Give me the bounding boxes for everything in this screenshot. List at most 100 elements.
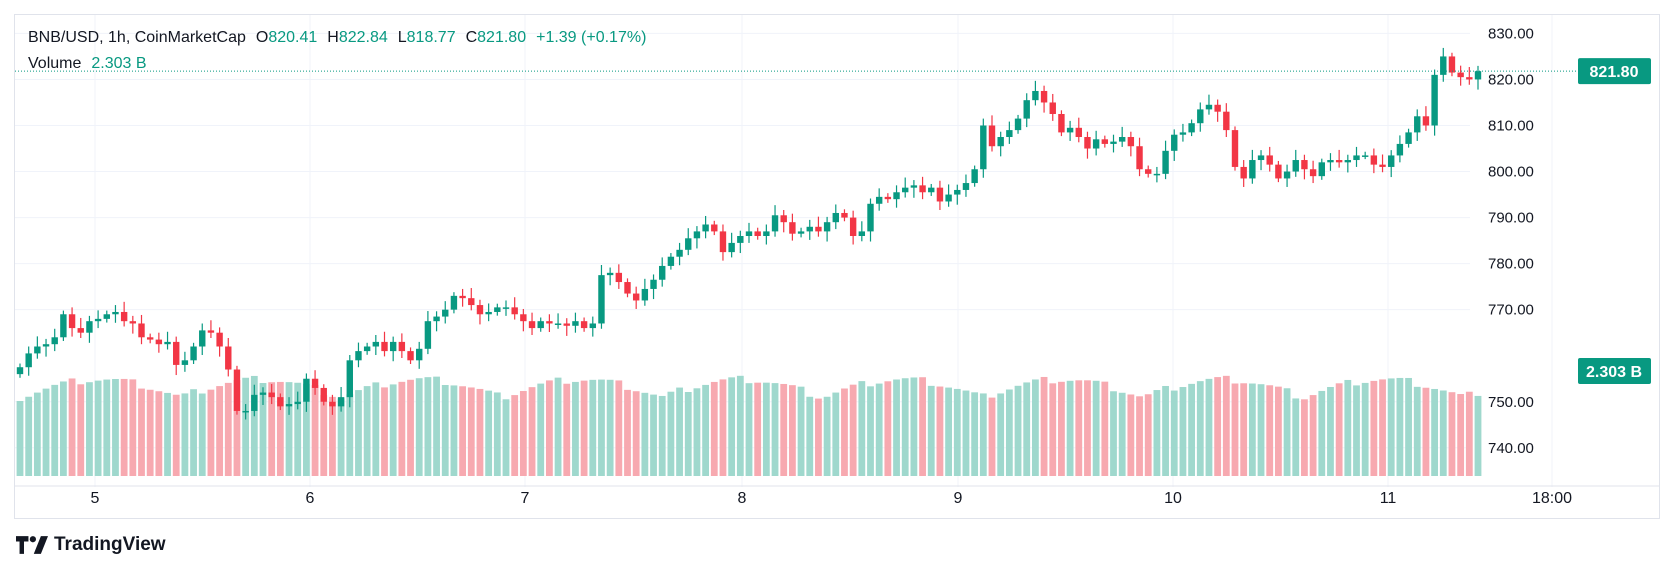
candle-body [1448,56,1456,73]
chart-legend: BNB/USD, 1h, CoinMarketCap O 820.41 H 82… [28,28,646,74]
candle-body [216,332,223,347]
volume-bar [1170,390,1178,476]
volume-bar [112,378,119,476]
candle-body [459,295,466,299]
price-tick-label: 770.00 [1488,302,1534,319]
candle-body [42,344,50,347]
volume-bar [823,396,831,476]
price-axis[interactable]: 830.00 820.00 810.00 800.00 790.00 780.00 770.… [1488,25,1534,456]
volume-bar [598,379,605,476]
volume-bar [1474,395,1482,476]
candle-body [919,185,926,193]
badge-layer: 821.80 2.303 B [15,58,1651,384]
candle-body [476,305,484,315]
candle-body [789,222,796,234]
candle-body [329,401,336,407]
candle-body [1309,169,1317,177]
legend-symbol[interactable]: BNB/USD, 1h, CoinMarketCap [28,29,246,46]
volume-bar [736,375,744,476]
volume-bar [190,389,197,476]
candle-body [1370,155,1378,165]
candle-body [277,397,284,407]
volume-bar [329,396,336,476]
volume-bar [233,380,241,476]
volume-bar [1439,390,1447,476]
candle-body [424,321,432,349]
volume-bar [841,388,848,476]
volume-bar [563,383,571,476]
candle-body [138,323,145,338]
candle-body [242,410,249,413]
time-axis[interactable]: 5 6 7 8 9 10 11 18:00 [91,490,1573,507]
candle-body [337,397,345,407]
candle-body [849,217,857,236]
candle-body [485,311,492,315]
candle-body [103,314,110,319]
candle-body [1344,160,1352,163]
volume-bar [1405,377,1412,476]
volume-bar [1101,381,1109,476]
candle-body [615,272,623,283]
volume-bar [129,379,137,476]
legend-volume-row: Volume 2.303 B [28,54,646,74]
volume-bar [893,379,900,476]
volume-bar [1066,380,1074,476]
candle-body [693,231,701,239]
legend-close-value: 821.80 [477,29,527,46]
candle-body [728,242,735,253]
candle-body [650,279,657,289]
candle-body [199,330,206,347]
candle-body [754,231,761,236]
candle-body [1327,160,1334,163]
volume-bar [511,395,519,476]
candle-body [1474,71,1482,80]
volume-bar [1014,385,1022,476]
tradingview-branding[interactable]: TradingView [16,534,166,556]
legend-low-value: 818.77 [406,29,456,46]
candle-body [146,337,154,340]
candle-body [719,231,727,253]
candle-body [997,137,1004,147]
candle-body [1171,134,1178,151]
legend-volume-label[interactable]: Volume [28,55,82,72]
volume-bar [589,379,597,476]
volume-bar [407,379,414,476]
price-tick-label: 750.00 [1488,394,1534,411]
candle-body [225,346,232,370]
volume-bar [363,386,371,476]
candle-body [294,401,301,405]
volume-bar [294,382,302,476]
candle-body [1275,164,1282,179]
candle-body [68,314,76,329]
candle-body [181,360,189,365]
volume-bar [797,386,805,476]
candle-body [1092,139,1100,149]
candle-body [494,307,501,312]
candle-body [389,341,397,352]
candle-body [1422,116,1430,126]
candle-body [884,196,892,200]
price-tick-label: 820.00 [1488,71,1534,88]
volume-bar [311,385,319,476]
volume-bar [1396,377,1404,476]
time-tick-label: 18:00 [1532,490,1572,507]
volume-bar [545,380,553,476]
candle-body [173,341,180,365]
volume-bar [155,391,163,476]
volume-bar [1153,390,1161,476]
volume-bar [16,401,24,476]
candle-body [1466,77,1473,80]
candle-body [94,318,102,322]
volume-bar [59,381,67,476]
volume-bar [459,386,467,476]
candle-body [797,231,805,234]
volume-bar [381,387,388,476]
volume-bar [1465,391,1473,476]
candle-body [945,194,952,202]
candle-body [1188,123,1195,133]
volume-bar [268,382,276,476]
candle-body [1006,130,1013,138]
candle-body [381,341,388,352]
candle-body [806,226,813,232]
